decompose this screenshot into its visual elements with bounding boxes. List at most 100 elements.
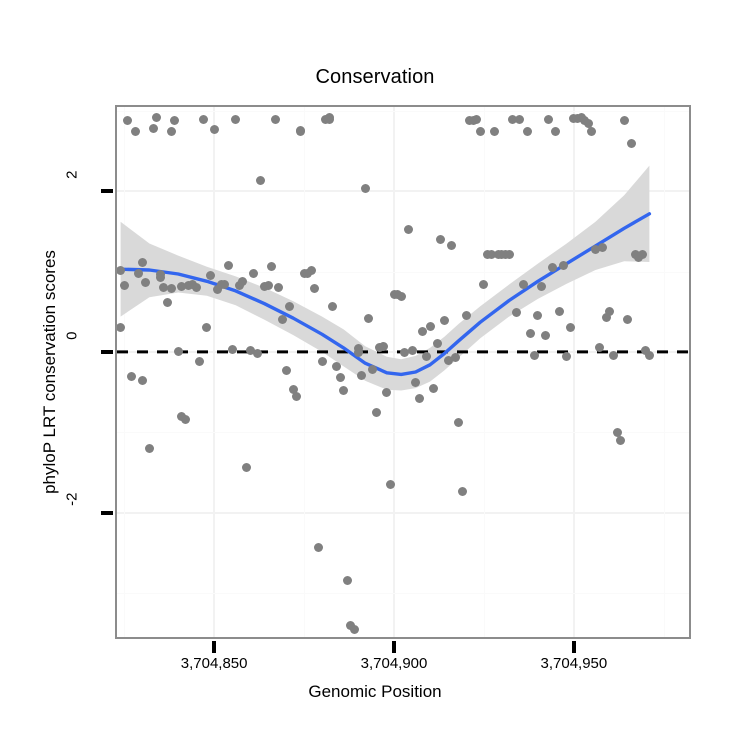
data-point — [490, 127, 500, 137]
data-point — [331, 361, 341, 371]
data-point — [522, 126, 532, 136]
grid-line-vertical — [213, 107, 216, 637]
data-point — [310, 284, 320, 293]
scatter-points-layer — [117, 107, 689, 637]
data-point — [555, 307, 564, 317]
grid-line-horizontal-minor — [117, 592, 689, 594]
grid-line-vertical-minor — [663, 107, 665, 637]
data-point — [411, 377, 421, 387]
x-axis-tick-label: 3,704,900 — [360, 655, 428, 672]
data-point — [256, 175, 266, 185]
data-point — [421, 352, 431, 362]
data-point — [457, 487, 467, 497]
data-point — [360, 183, 370, 193]
data-point — [166, 284, 176, 293]
data-point — [562, 352, 572, 362]
data-point — [504, 250, 514, 260]
data-point — [644, 351, 654, 361]
data-point — [425, 321, 435, 331]
data-point — [526, 329, 536, 338]
data-point — [418, 327, 428, 337]
data-point — [274, 283, 284, 293]
data-point — [117, 265, 126, 275]
data-point — [137, 257, 147, 267]
data-point — [353, 348, 363, 358]
data-point — [349, 624, 359, 634]
data-point — [461, 310, 471, 320]
data-point — [519, 280, 528, 289]
data-point — [626, 138, 636, 148]
data-point — [479, 280, 489, 289]
data-point — [641, 345, 651, 355]
data-point — [357, 370, 367, 380]
data-point — [547, 263, 557, 273]
data-point — [141, 278, 151, 288]
data-point — [177, 281, 187, 291]
data-point — [551, 126, 561, 136]
data-point — [414, 394, 424, 403]
data-point — [224, 260, 233, 270]
data-point — [583, 119, 593, 129]
data-point — [400, 348, 410, 358]
grid-line-vertical-minor — [483, 107, 485, 637]
data-point — [130, 127, 140, 137]
data-point — [119, 280, 129, 290]
data-point — [382, 387, 392, 397]
data-point — [159, 283, 169, 293]
grid-line-horizontal — [117, 190, 689, 193]
data-point — [245, 345, 255, 355]
data-point — [117, 323, 126, 333]
data-point — [162, 297, 172, 307]
data-point — [486, 249, 496, 259]
x-axis-tick — [392, 641, 396, 653]
y-axis-tick — [101, 349, 113, 354]
data-point — [619, 116, 629, 126]
data-point — [285, 301, 295, 311]
data-point — [328, 301, 338, 311]
data-point — [213, 284, 223, 294]
data-point — [443, 356, 453, 366]
data-point — [278, 314, 287, 324]
x-axis-tick — [571, 641, 576, 653]
data-point — [454, 418, 464, 428]
x-axis-tick-label: 3,704,850 — [180, 655, 248, 672]
data-point — [231, 114, 241, 124]
grid-line-horizontal — [117, 511, 689, 514]
data-point — [170, 116, 180, 126]
data-point — [144, 443, 154, 453]
data-point — [385, 479, 395, 489]
data-point — [558, 260, 568, 270]
data-point — [436, 235, 446, 244]
data-point — [281, 365, 291, 375]
data-point — [342, 576, 352, 586]
data-point — [515, 115, 525, 125]
plot-panel — [115, 105, 691, 639]
data-point — [508, 114, 518, 124]
data-point — [544, 114, 554, 124]
data-point — [263, 280, 273, 290]
data-point — [306, 265, 316, 275]
data-point — [317, 357, 327, 367]
data-point — [126, 371, 136, 381]
data-point — [540, 331, 550, 341]
grid-line-horizontal-minor — [117, 111, 689, 112]
data-point — [209, 125, 219, 134]
grid-line-horizontal-minor — [117, 271, 689, 273]
data-point — [242, 463, 251, 473]
x-axis-tick — [212, 641, 217, 653]
y-axis-title: phyloP LRT conservation scores — [40, 250, 59, 494]
data-point — [267, 261, 277, 271]
data-point — [206, 271, 215, 281]
data-point — [314, 543, 323, 553]
data-point — [173, 346, 183, 356]
data-point — [533, 310, 543, 320]
data-point — [601, 312, 611, 322]
data-point — [252, 349, 262, 358]
grid-line-vertical — [572, 107, 575, 637]
data-point — [623, 314, 633, 324]
data-point — [220, 280, 230, 289]
data-point — [378, 341, 388, 351]
data-point — [529, 350, 539, 360]
data-point — [180, 414, 190, 424]
